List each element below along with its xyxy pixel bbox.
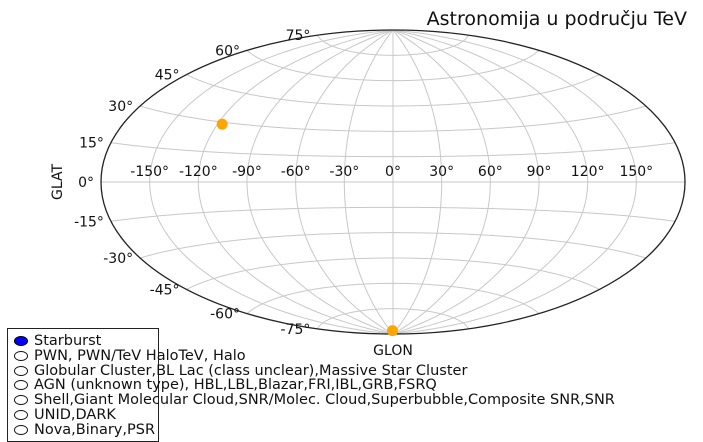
- lon-tick-label: 60°: [478, 164, 503, 180]
- lat-tick-label: -75°: [281, 322, 311, 338]
- lat-tick-label: 60°: [215, 43, 240, 59]
- legend: Starburst PWN, PWN/TeV HaloTeV, Halo Globu…: [7, 328, 615, 442]
- legend-label: Shell,Giant Molecular Cloud,SNR/Molec. C…: [34, 392, 615, 409]
- lon-tick-label: 30°: [429, 164, 454, 180]
- legend-item: PWN, PWN/TeV HaloTeV, Halo: [14, 349, 246, 363]
- x-axis-label: GLON: [373, 343, 413, 359]
- lon-tick-label: -150°: [130, 164, 169, 180]
- lat-tick-label: 30°: [108, 99, 133, 115]
- grid-parallel: [316, 308, 470, 330]
- lon-tick-label: 150°: [619, 164, 653, 180]
- lon-tick-label: -30°: [329, 164, 359, 180]
- grid-parallel: [110, 142, 676, 158]
- lat-tick-label: -60°: [210, 307, 240, 323]
- legend-label: PWN, PWN/TeV HaloTeV, Halo: [34, 347, 246, 364]
- y-axis-label: GLAT: [50, 164, 66, 200]
- lat-tick-label: -15°: [74, 214, 104, 230]
- legend-item: Shell,Giant Molecular Cloud,SNR/Molec. C…: [14, 393, 615, 407]
- lat-tick-label: 75°: [286, 28, 311, 44]
- legend-item: Globular Cluster,BL Lac (class unclear),…: [14, 362, 468, 379]
- legend-marker-icon: [14, 365, 28, 376]
- chart-title: Astronomija u području TeV: [426, 8, 687, 30]
- legend-label: UNID,DARK: [34, 407, 116, 423]
- legend-label: Globular Cluster,BL Lac (class unclear),…: [34, 362, 468, 379]
- lat-tick-label: 0°: [78, 175, 94, 191]
- legend-marker-icon: [14, 424, 28, 435]
- grid-parallel: [186, 74, 600, 107]
- grid-parallel: [316, 34, 470, 56]
- lon-tick-label: -60°: [281, 164, 311, 180]
- legend-marker-icon: [14, 380, 28, 391]
- data-point: [216, 118, 228, 130]
- legend-label: Nova,Binary,PSR: [34, 421, 156, 438]
- legend-marker-icon: [14, 336, 28, 346]
- lat-tick-label: 15°: [79, 136, 104, 152]
- legend-item: Starburst: [14, 334, 101, 348]
- lat-tick-label: -45°: [150, 282, 180, 298]
- grid-parallel: [110, 206, 676, 222]
- legend-item: Nova,Binary,PSR: [14, 423, 155, 437]
- legend-item: UNID,DARK: [14, 408, 116, 422]
- grid-parallel: [246, 49, 540, 82]
- lat-tick-label: -30°: [103, 251, 133, 267]
- grid-parallel: [186, 257, 600, 290]
- lon-tick-label: 90°: [527, 164, 552, 180]
- legend-label: Starburst: [34, 333, 102, 349]
- lon-tick-label: 120°: [571, 164, 605, 180]
- lon-tick-label: -90°: [232, 164, 262, 180]
- legend-marker-icon: [14, 395, 28, 406]
- lat-tick-label: 45°: [155, 68, 180, 84]
- lon-tick-label: 0°: [385, 164, 401, 180]
- legend-marker-icon: [14, 410, 28, 420]
- grid-parallel: [139, 232, 647, 259]
- legend-label: AGN (unknown type), HBL,LBL,Blazar,FRI,I…: [34, 377, 437, 394]
- lon-tick-label: -120°: [179, 164, 218, 180]
- grid-parallel: [246, 282, 540, 315]
- legend-item: AGN (unknown type), HBL,LBL,Blazar,FRI,I…: [14, 377, 437, 394]
- data-point: [386, 325, 398, 337]
- legend-marker-icon: [14, 350, 28, 361]
